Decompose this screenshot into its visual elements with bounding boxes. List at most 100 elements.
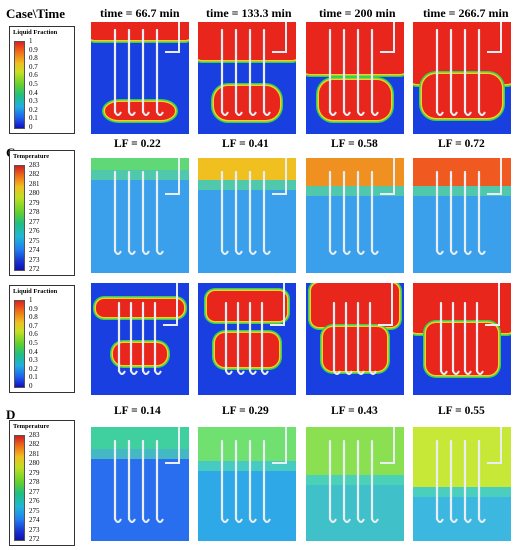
legend-tick: 275 [29, 236, 40, 245]
tube-bend [261, 370, 269, 375]
tube-bend [478, 250, 486, 255]
tube-bend [464, 250, 472, 255]
legend-tick: 0.8 [29, 54, 38, 63]
contour-panel-r3-c4 [413, 283, 511, 395]
contour-panel-r2-c4 [413, 158, 511, 273]
liquid-region [323, 327, 387, 371]
tube-bend [142, 370, 150, 375]
legend-tick: 0.2 [29, 364, 38, 373]
legend-tick: 0.3 [29, 356, 38, 365]
tube-bend [156, 250, 164, 255]
tube-bend [357, 111, 365, 116]
outlet-pipe [487, 22, 502, 53]
legend-tick: 283 [29, 431, 40, 439]
warm-layer [413, 158, 511, 186]
lf-label-d-1: LF = 0.14 [114, 405, 161, 417]
contour-panel-r4-c3 [306, 427, 404, 541]
legend-tick: 282 [29, 170, 40, 179]
tube-bend [452, 370, 460, 375]
tube-bend [221, 111, 229, 116]
tube-bend [235, 518, 243, 523]
tube-bend [357, 250, 365, 255]
tube-bend [345, 370, 353, 375]
legend-tick: 1 [29, 296, 33, 304]
lf-label-c-1: LF = 0.22 [114, 138, 161, 150]
legend-tick: 282 [29, 440, 40, 449]
tube-bend [128, 518, 136, 523]
legend-tick: 279 [29, 198, 40, 207]
legend-tick: 272 [29, 535, 40, 543]
colorbar [14, 41, 25, 129]
legend-tick: 1 [29, 37, 33, 45]
legend-temperature-1: Temperature 283 282 281 280 279 278 277 276 275 2… [9, 150, 75, 276]
tube-bend [371, 518, 379, 523]
legend-tick: 0.7 [29, 321, 38, 330]
liquid-region [96, 299, 184, 317]
contour-panel-r2-c2 [198, 158, 296, 273]
liquid-region [306, 22, 404, 74]
legend-liquid-fraction-2: Liquid Fraction 1 0.9 0.8 0.7 0.6 0.5 0.4 0.3 0.… [9, 285, 75, 393]
tube-bend [478, 111, 486, 116]
outlet-pipe [485, 283, 500, 326]
legend-tick: 0.9 [29, 45, 38, 54]
tube-bend [371, 111, 379, 116]
gradient-layer [413, 186, 511, 196]
gradient-layer [198, 180, 296, 190]
outlet-pipe [378, 283, 393, 326]
tube-bend [249, 370, 257, 375]
contour-panel-r4-c2 [198, 427, 296, 541]
gradient-layer [413, 487, 511, 497]
tube-bend [249, 518, 257, 523]
outlet-pipe [165, 158, 180, 195]
time-header-4: time = 266.7 min [423, 6, 509, 20]
liquid-region [207, 291, 287, 321]
tube-bend [371, 250, 379, 255]
lf-label-d-3: LF = 0.43 [331, 405, 378, 417]
legend-tick: 0.4 [29, 347, 38, 356]
tube-bend [263, 111, 271, 116]
legend-tick: 283 [29, 161, 40, 169]
tube-bend [249, 250, 257, 255]
tube-bend [249, 111, 257, 116]
tube-bend [221, 518, 229, 523]
outlet-pipe [380, 22, 395, 53]
outlet-pipe [165, 427, 180, 464]
legend-tick: 0.8 [29, 313, 38, 322]
tube-bend [436, 518, 444, 523]
legend-tick: 0 [29, 123, 33, 131]
outlet-pipe [165, 22, 180, 53]
contour-panel-r2-c1 [91, 158, 189, 273]
legend-tick: 0.3 [29, 97, 38, 106]
case-label-d: D [6, 407, 16, 422]
legend-tick: 280 [29, 189, 40, 198]
liquid-region [113, 343, 167, 365]
legend-tick: 0.6 [29, 71, 38, 80]
legend-tick: 272 [29, 265, 40, 273]
colorbar [14, 165, 25, 271]
contour-panel-r3-c3 [306, 283, 404, 395]
time-header-1: time = 66.7 min [100, 6, 180, 20]
tube-bend [436, 111, 444, 116]
legend-tick: 0.7 [29, 62, 38, 71]
time-header-3: time = 200 min [319, 6, 396, 20]
lf-label-c-4: LF = 0.72 [438, 138, 485, 150]
legend-liquid-fraction-1: Liquid Fraction 1 0.9 0.8 0.7 0.6 0.5 0.4 0.3 0.… [9, 26, 75, 134]
tube-bend [450, 111, 458, 116]
outlet-pipe [272, 427, 287, 464]
tube-bend [118, 370, 126, 375]
legend-tick: 0.1 [29, 114, 38, 123]
legend-title: Temperature [13, 153, 50, 160]
outlet-pipe [487, 158, 502, 195]
tube-bend [114, 111, 122, 116]
legend-tick: 274 [29, 516, 40, 525]
tube-bend [333, 370, 341, 375]
gradient-layer [91, 449, 189, 459]
outlet-pipe [272, 158, 287, 195]
gradient-layer [198, 461, 296, 471]
warm-layer [413, 427, 511, 487]
tube-bend [235, 250, 243, 255]
contour-panel-r1-c2 [198, 22, 296, 134]
contour-panel-r4-c1 [91, 427, 189, 541]
warm-layer [306, 427, 404, 475]
legend-tick: 276 [29, 497, 40, 506]
